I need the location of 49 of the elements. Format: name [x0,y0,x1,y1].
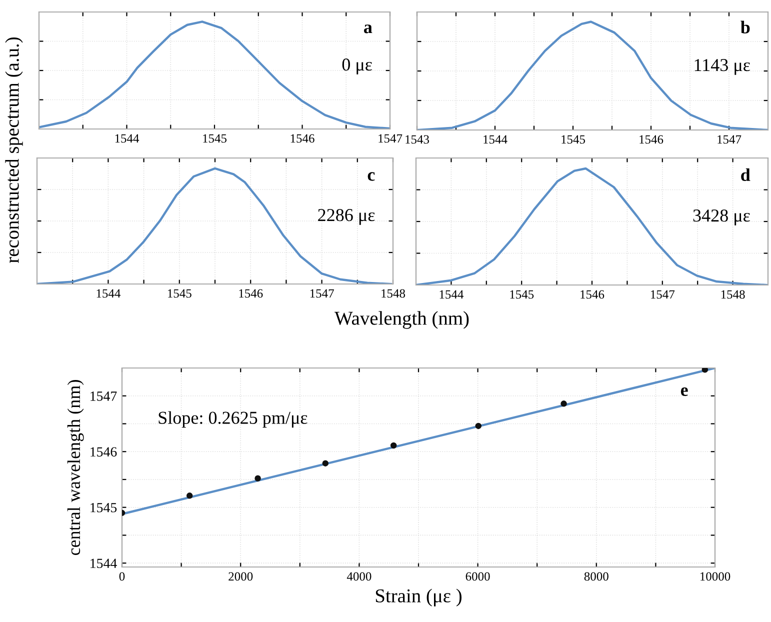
annotation: Slope: 0.2625 pm/με [158,411,308,428]
annotation: a [364,24,372,34]
y-axis-title: reconstructed spectrum (a.u.) [5,37,23,263]
x-tick-label: 10000 [700,572,730,581]
x-tick-label: 1544 [484,135,508,144]
x-tick-label: 1547 [310,289,334,298]
x-tick-label: 1545 [510,290,534,299]
x-tick-label: 2000 [228,572,253,581]
x-tick-label: 1544 [115,134,140,143]
x-tick-label: 1547 [718,135,742,144]
annotation: 2286 με [318,208,375,225]
x-tick-label: 1548 [382,289,406,298]
x-tick-label: 8000 [584,572,608,581]
x-tick-label: 0 [119,572,125,581]
x-tick-label: 1547 [378,134,402,143]
x-tick-label: 1546 [640,135,664,144]
x-tick-label: 1546 [290,134,314,143]
point [254,475,261,482]
x-axis-title: Wavelength (nm) [334,311,469,329]
y-axis-title: central wavelength (nm) [67,380,84,556]
x-tick-label: 1547 [651,290,675,299]
annotation: d [741,168,750,182]
x-tick-label: 1545 [203,134,227,143]
x-tick-label: 1548 [721,290,745,299]
y-tick-label: 1544 [90,558,117,568]
annotation: 3428 με [693,209,750,226]
point [390,442,397,449]
point [560,400,567,407]
x-tick-label: 1545 [168,289,192,298]
annotation: 1143 με [694,59,750,75]
point [186,492,193,499]
point [322,460,329,466]
x-tick-label: 6000 [466,572,490,581]
x-tick-label: 1543 [406,135,430,144]
x-tick-label: 1544 [440,290,464,299]
x-tick-label: 4000 [346,572,372,581]
point [702,368,708,373]
annotation: c [368,172,375,181]
y-tick-label: 1545 [90,503,117,512]
x-tick-label: 1545 [562,135,586,144]
x-axis-title: Strain (με ) [376,588,462,606]
y-tick-label: 1546 [90,447,117,457]
x-tick-label: 1546 [239,289,263,298]
annotation: b [740,20,750,34]
annotation: 0 με [342,58,372,74]
y-tick-label: 1547 [90,392,117,401]
x-tick-label: 1546 [580,290,604,299]
point [475,422,482,430]
annotation: e [680,387,688,396]
